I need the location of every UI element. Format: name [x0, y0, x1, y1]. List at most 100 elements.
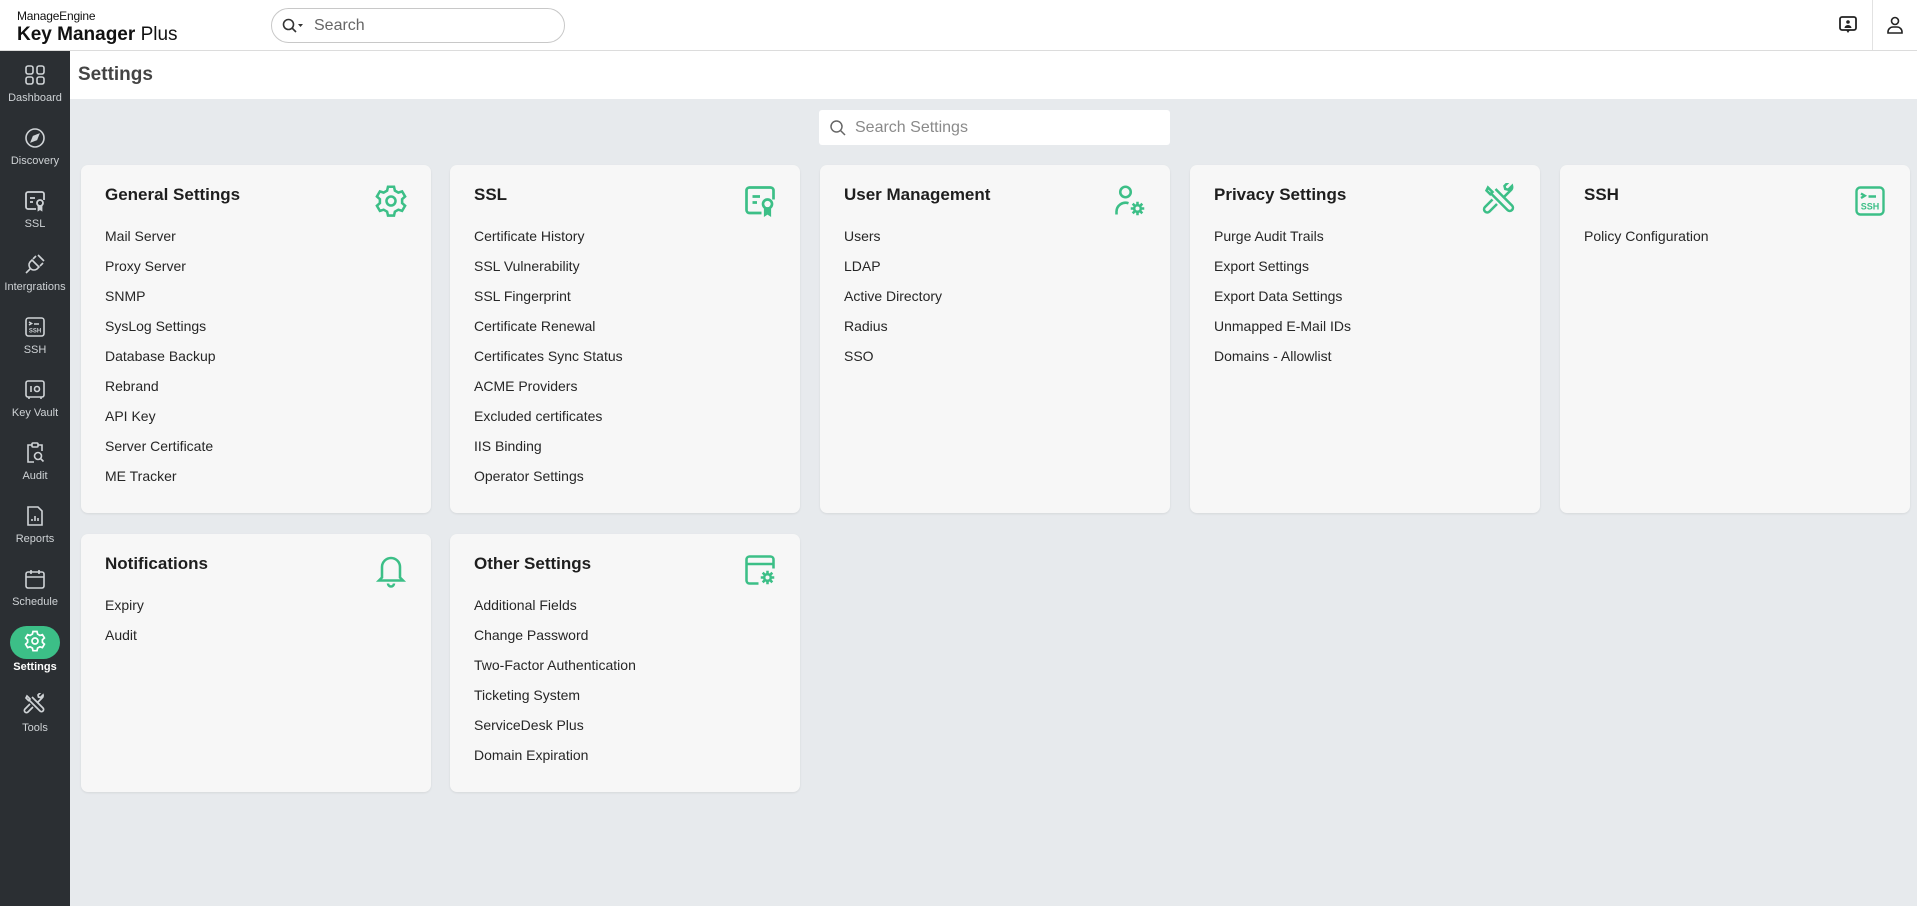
sidebar-item-tools[interactable]: Tools: [0, 693, 70, 751]
tools-icon: [23, 693, 47, 722]
settings-link[interactable]: Users: [844, 228, 881, 244]
sidebar-item-ssl[interactable]: SSL: [0, 189, 70, 247]
settings-link[interactable]: Domain Expiration: [474, 747, 589, 763]
settings-link[interactable]: Purge Audit Trails: [1214, 228, 1324, 244]
page-title-bar: Settings: [70, 51, 1917, 99]
sidebar-item-intergrations[interactable]: Intergrations: [0, 252, 70, 310]
settings-link[interactable]: Expiry: [105, 597, 144, 613]
product-name-light: Plus: [140, 24, 178, 45]
settings-link[interactable]: Server Certificate: [105, 438, 214, 454]
search-dropdown-icon[interactable]: [282, 18, 304, 34]
settings-link[interactable]: IIS Binding: [474, 438, 542, 454]
settings-link[interactable]: SSL Vulnerability: [474, 258, 580, 274]
sidebar-item-label: Audit: [22, 470, 48, 482]
settings-link[interactable]: Change Password: [474, 627, 589, 643]
settings-link[interactable]: SNMP: [105, 288, 146, 304]
sidebar-item-label: SSL: [24, 218, 46, 230]
certificate-icon: [742, 183, 778, 219]
settings-card-notifications: Notifications Expiry Audit: [81, 534, 431, 792]
settings-link[interactable]: Certificates Sync Status: [474, 348, 623, 364]
settings-link[interactable]: Operator Settings: [474, 468, 584, 484]
sidebar-item-audit[interactable]: Audit: [0, 441, 70, 499]
card-title: Other Settings: [474, 554, 592, 573]
sidebar-item-settings[interactable]: Settings: [0, 626, 70, 688]
sidebar-nav: Dashboard Discovery SSL Intergrations SSH SSH…: [0, 51, 70, 906]
settings-search-input[interactable]: [855, 118, 1155, 137]
download-agent-icon[interactable]: [1836, 13, 1860, 37]
settings-card-ssh: SSH SSH Policy Configuration: [1560, 165, 1910, 513]
settings-link[interactable]: Audit: [105, 627, 137, 643]
user-profile-icon[interactable]: [1883, 13, 1907, 37]
sidebar-item-reports[interactable]: Reports: [0, 504, 70, 562]
dashboard-icon: [23, 63, 47, 92]
sidebar-item-label: Tools: [22, 722, 48, 734]
sidebar-item-label: Discovery: [10, 155, 60, 167]
settings-link[interactable]: Ticketing System: [474, 687, 581, 703]
settings-link[interactable]: ACME Providers: [474, 378, 578, 394]
settings-link[interactable]: Active Directory: [844, 288, 943, 304]
sidebar-item-label: Dashboard: [8, 92, 62, 104]
sidebar-item-label: SSH: [23, 344, 47, 356]
settings-link[interactable]: Rebrand: [105, 378, 159, 394]
tools-icon: [1482, 181, 1518, 219]
reports-icon: [23, 504, 47, 533]
gear-icon: [373, 183, 409, 219]
card-links: Expiry Audit: [105, 590, 144, 650]
settings-link[interactable]: Unmapped E-Mail IDs: [1214, 318, 1351, 334]
search-icon: [830, 119, 846, 136]
global-search-input[interactable]: [314, 16, 534, 35]
settings-link[interactable]: Database Backup: [105, 348, 216, 364]
settings-link[interactable]: SSO: [844, 348, 874, 364]
sidebar-item-ssh[interactable]: SSH SSH: [0, 315, 70, 373]
settings-link[interactable]: ME Tracker: [105, 468, 177, 484]
sidebar-item-label: Reports: [15, 533, 55, 545]
settings-card-general-settings: General Settings Mail Server Proxy Server S…: [81, 165, 431, 513]
settings-link[interactable]: ServiceDesk Plus: [474, 717, 584, 733]
page-title: Settings: [78, 64, 153, 85]
sidebar-item-schedule[interactable]: Schedule: [0, 567, 70, 625]
window-gear-icon: [742, 552, 778, 588]
settings-link[interactable]: Excluded certificates: [474, 408, 603, 424]
settings-link[interactable]: LDAP: [844, 258, 881, 274]
settings-link[interactable]: Certificate Renewal: [474, 318, 596, 334]
settings-link[interactable]: SysLog Settings: [105, 318, 207, 334]
calendar-icon: [23, 567, 47, 596]
settings-link[interactable]: Policy Configuration: [1584, 228, 1709, 244]
card-title: General Settings: [105, 185, 241, 204]
settings-link[interactable]: Mail Server: [105, 228, 176, 244]
bell-icon: [373, 552, 409, 588]
settings-card-privacy-settings: Privacy Settings Purge Audit Trails Export…: [1190, 165, 1540, 513]
settings-link[interactable]: Certificate History: [474, 228, 585, 244]
card-links: Additional Fields Change Password Two-Fact…: [474, 590, 636, 770]
settings-link[interactable]: Export Settings: [1214, 258, 1309, 274]
settings-link[interactable]: Two-Factor Authentication: [474, 657, 636, 673]
card-links: Certificate History SSL Vulnerability SSL …: [474, 221, 623, 491]
top-header: ManageEngine Key Manager Plus: [0, 0, 1917, 51]
settings-card-other-settings: Other Settings Additional Fields Change Pa…: [450, 534, 800, 792]
certificate-icon: [23, 189, 47, 218]
ssh-icon: SSH: [1852, 183, 1888, 219]
settings-search[interactable]: [819, 110, 1170, 145]
sidebar-item-discovery[interactable]: Discovery: [0, 126, 70, 184]
settings-link[interactable]: Radius: [844, 318, 888, 334]
sidebar-item-key-vault[interactable]: Key Vault: [0, 378, 70, 436]
app-logo[interactable]: ManageEngine Key Manager Plus: [17, 9, 178, 46]
sidebar-item-label: Key Vault: [11, 407, 59, 419]
settings-link[interactable]: Export Data Settings: [1214, 288, 1343, 304]
sidebar-item-dashboard[interactable]: Dashboard: [0, 63, 70, 121]
global-search[interactable]: [271, 8, 565, 43]
card-links: Purge Audit Trails Export Settings Export …: [1214, 221, 1351, 371]
product-name-bold: Key Manager: [17, 24, 136, 45]
settings-link[interactable]: Proxy Server: [105, 258, 186, 274]
plug-icon: [23, 252, 47, 281]
settings-link[interactable]: SSL Fingerprint: [474, 288, 571, 304]
audit-icon: [23, 441, 47, 470]
sidebar-item-label: Settings: [13, 661, 57, 673]
user-gear-icon: [1112, 183, 1148, 219]
card-title: Notifications: [105, 554, 208, 573]
settings-card-user-management: User Management Users LDAP Active Directory…: [820, 165, 1170, 513]
settings-link[interactable]: API Key: [105, 408, 156, 424]
card-links: Mail Server Proxy Server SNMP SysLog Settin…: [105, 221, 216, 491]
settings-link[interactable]: Additional Fields: [474, 597, 577, 613]
settings-link[interactable]: Domains - Allowlist: [1214, 348, 1332, 364]
